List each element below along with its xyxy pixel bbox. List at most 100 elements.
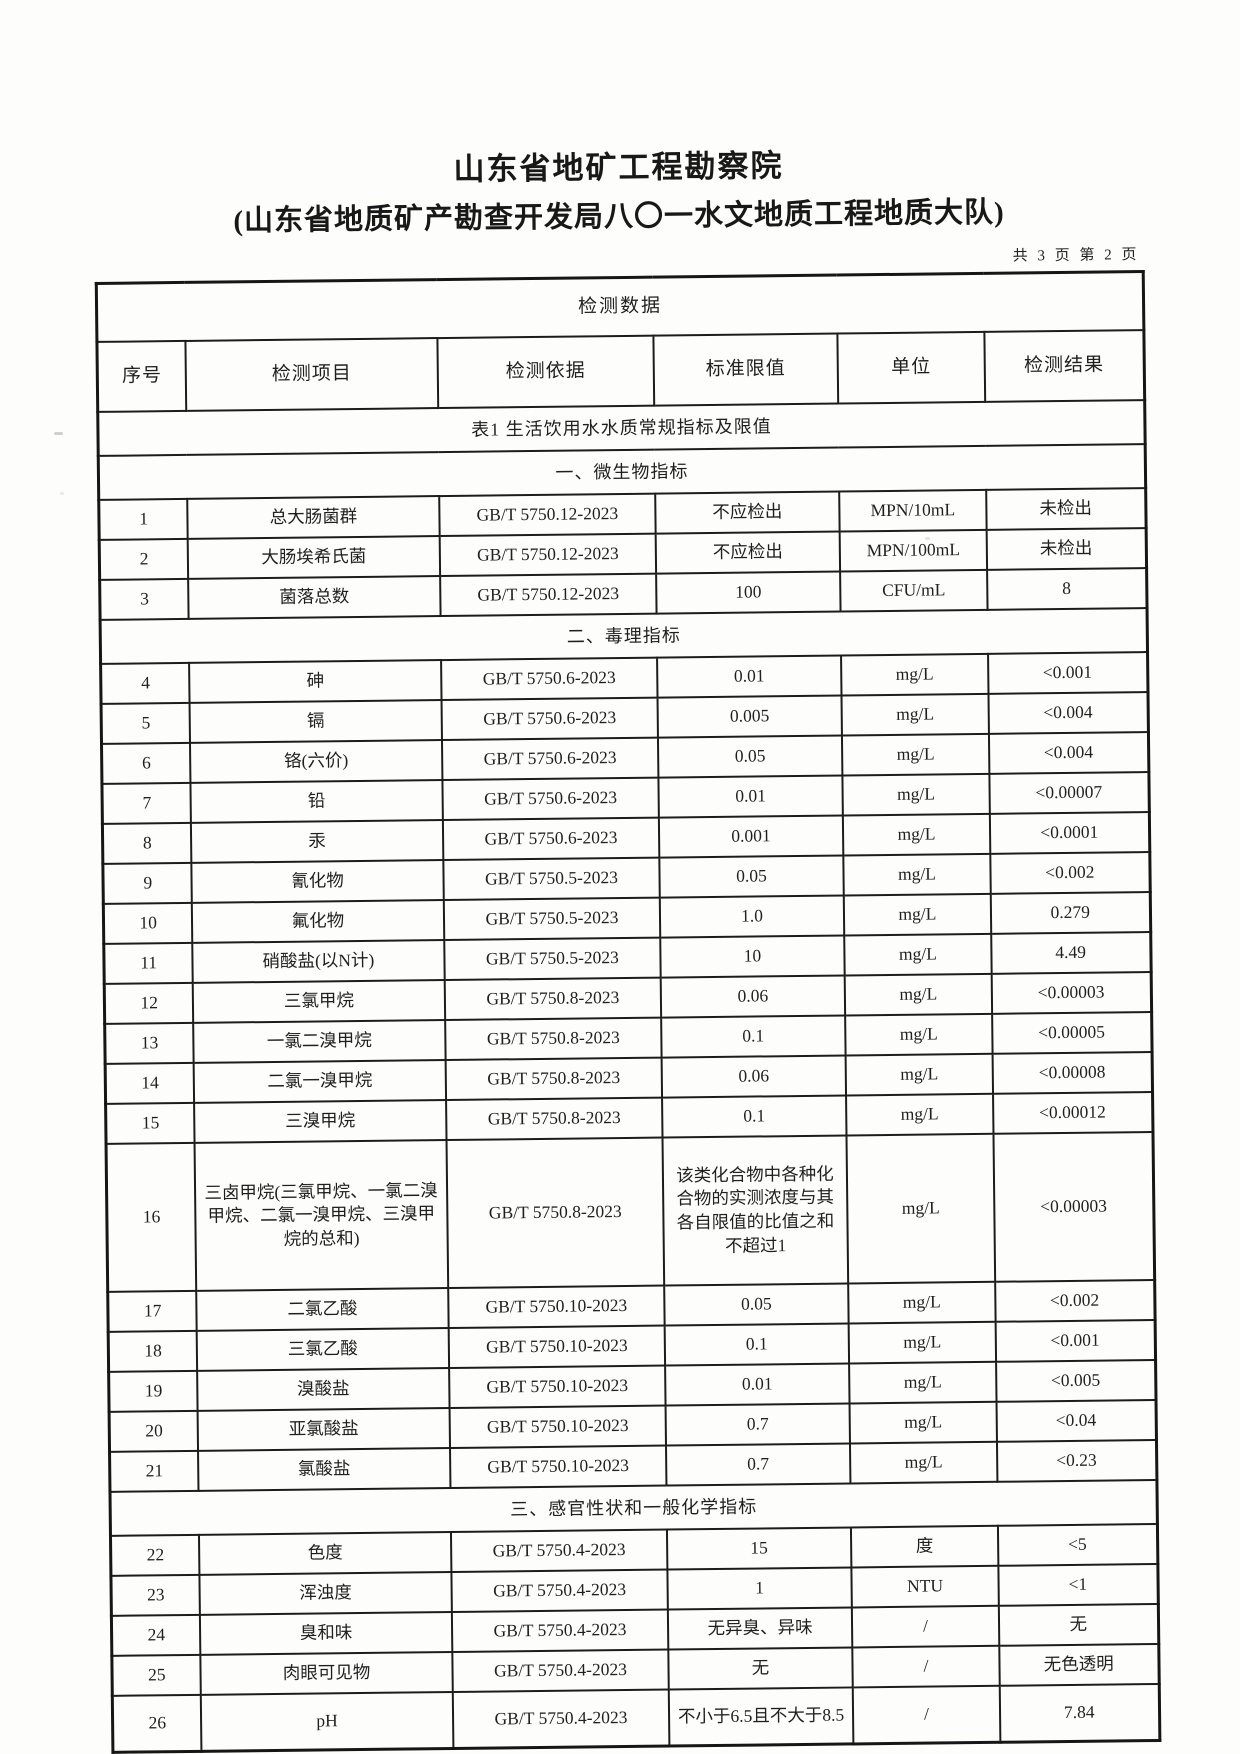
cell-limit: 无 [668,1647,853,1690]
cell-result: 未检出 [986,528,1147,570]
cell-item: 三氯甲烷 [192,980,446,1023]
cell-limit: 0.05 [659,855,844,898]
cell-seq: 22 [110,1534,200,1576]
col-header-seq: 序号 [97,340,187,412]
cell-basis: GB/T 5750.8-2023 [445,1017,662,1061]
cell-basis: GB/T 5750.8-2023 [445,1057,663,1101]
cell-limit: 0.1 [664,1323,850,1366]
cell-basis: GB/T 5750.12-2023 [440,573,657,617]
cell-basis: GB/T 5750.4-2023 [450,1529,668,1572]
cell-seq: 26 [112,1694,202,1752]
table-row: 26 pH GB/T 5750.4-2023 不小于6.5且不大于8.5/7.84 [112,1683,1160,1752]
cell-limit: 0.05 [664,1283,849,1326]
cell-seq: 17 [108,1290,197,1332]
cell-item: 二氯一溴甲烷 [193,1060,447,1103]
cell-unit: CFU/mL [840,569,988,612]
col-header-limit: 标准限值 [653,333,839,406]
cell-seq: 10 [103,902,193,944]
cell-limit: 0.01 [658,775,843,818]
cell-limit: 0.06 [661,1055,846,1098]
cell-result: <0.002 [990,852,1150,894]
cell-seq: 2 [99,538,189,580]
cell-item: 三溴甲烷 [194,1100,447,1143]
cell-limit: 0.7 [665,1443,851,1486]
cell-basis: GB/T 5750.4-2023 [452,1689,670,1748]
cell-result: <0.04 [996,1399,1156,1442]
cell-unit: MPN/100mL [839,529,988,572]
cell-unit: / [851,1605,1000,1648]
cell-item: 大肠埃希氏菌 [187,536,441,579]
col-header-item: 检测项目 [185,338,439,411]
cell-basis: GB/T 5750.8-2023 [444,977,662,1021]
cell-result: <0.0001 [989,812,1150,854]
cell-limit: 10 [660,935,845,978]
col-header-result: 检测结果 [984,330,1145,402]
cell-unit: mg/L [849,1361,997,1404]
cell-seq: 4 [101,662,190,704]
cell-unit: mg/L [843,853,991,896]
cell-seq: 13 [105,1022,194,1064]
cell-limit: 0.1 [661,1015,846,1058]
cell-seq: 14 [105,1062,195,1104]
cell-item: 浑浊度 [199,1571,452,1615]
cell-basis: GB/T 5750.4-2023 [452,1649,669,1692]
cell-item: 氟化物 [191,900,445,943]
cell-result: 无色透明 [999,1643,1159,1686]
cell-seq: 6 [101,742,191,784]
cell-unit: / [852,1685,1001,1744]
cell-item: 溴酸盐 [197,1368,450,1411]
cell-basis: GB/T 5750.6-2023 [441,657,658,701]
cell-basis: GB/T 5750.4-2023 [451,1569,668,1612]
cell-seq: 1 [99,498,188,540]
cell-unit: / [852,1645,1000,1688]
cell-basis: GB/T 5750.10-2023 [448,1325,666,1369]
cell-item: 亚氯酸盐 [197,1408,450,1451]
cell-result: 未检出 [986,488,1146,530]
cell-seq: 23 [111,1574,200,1616]
cell-basis: GB/T 5750.5-2023 [443,897,661,941]
cell-unit: mg/L [841,653,989,696]
cell-item: 臭和味 [199,1611,453,1655]
cell-result: 无 [998,1603,1159,1646]
cell-unit: 度 [850,1525,999,1568]
cell-seq: 12 [104,982,194,1024]
cell-result: <0.00008 [992,1052,1153,1094]
cell-unit: mg/L [844,973,993,1016]
cell-item: pH [200,1691,454,1751]
cell-basis: GB/T 5750.4-2023 [451,1609,669,1652]
cell-item: 镉 [189,700,442,743]
cell-limit: 该类化合物中各种化合物的实测浓度与其各自限值的比值之和不超过1 [662,1135,849,1286]
cell-item: 砷 [189,660,442,703]
cell-item: 汞 [190,820,444,863]
cell-result: <0.23 [996,1439,1157,1482]
cell-result: <0.002 [995,1280,1155,1322]
cell-limit: 0.05 [657,735,843,778]
cell-unit: NTU [851,1565,999,1608]
cell-seq: 25 [112,1654,201,1696]
scan-artifact [925,537,930,540]
cell-result: <5 [997,1523,1158,1566]
cell-result: <0.004 [988,732,1149,774]
cell-seq: 18 [108,1330,198,1372]
cell-limit: 0.06 [660,975,846,1018]
cell-unit: mg/L [846,1133,996,1284]
cell-limit: 0.1 [662,1095,847,1138]
cell-basis: GB/T 5750.5-2023 [443,857,660,901]
cell-unit: mg/L [848,1281,996,1324]
cell-result: <0.001 [987,652,1148,694]
cell-unit: mg/L [849,1441,998,1484]
cell-basis: GB/T 5750.6-2023 [442,777,659,821]
cell-seq: 8 [102,822,192,864]
cell-unit: mg/L [844,933,992,976]
cell-limit: 0.01 [657,655,842,698]
cell-seq: 15 [106,1102,195,1144]
cell-result: <0.00007 [989,772,1149,814]
cell-seq: 7 [102,782,191,824]
cell-result: <0.00003 [991,972,1152,1014]
org-title: 山东省地矿工程勘察院 [453,148,784,187]
cell-item: 三卤甲烷(三氯甲烷、一氯二溴甲烷、二氯一溴甲烷、三溴甲烷的总和) [194,1140,449,1291]
cell-result: <0.004 [988,692,1148,734]
cell-unit: mg/L [845,1053,993,1096]
cell-basis: GB/T 5750.8-2023 [446,1097,663,1141]
